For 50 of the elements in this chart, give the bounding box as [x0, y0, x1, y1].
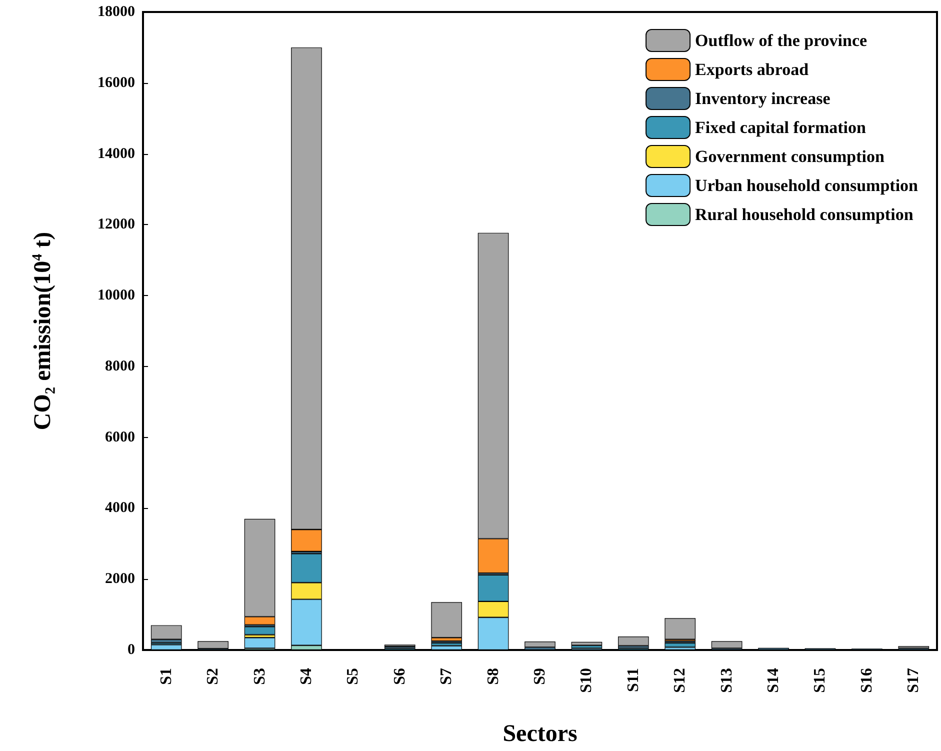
legend-label: Urban household consumption	[695, 176, 919, 195]
x-tick-label: S11	[624, 668, 642, 692]
x-tick-label: S5	[344, 668, 362, 685]
x-tick-label: S4	[298, 668, 315, 685]
legend-label: Inventory increase	[695, 89, 831, 108]
x-tick-label: S17	[905, 668, 922, 693]
y-tick-label: 12000	[98, 216, 135, 233]
y-tick-label: 8000	[105, 358, 135, 374]
legend-label: Government consumption	[695, 147, 885, 166]
y-tick-label: 6000	[105, 429, 135, 446]
y-tick-label: 0	[128, 642, 135, 658]
x-tick-label: S9	[532, 668, 548, 685]
bar	[664, 618, 696, 640]
bar	[711, 641, 742, 648]
x-tick-label: S15	[812, 668, 829, 693]
y-tick-label: 14000	[98, 146, 135, 162]
x-tick-label: S8	[484, 668, 502, 685]
x-tick-label: S2	[204, 668, 222, 685]
bar	[244, 638, 276, 648]
bar	[664, 647, 696, 650]
y-tick-label: 4000	[105, 500, 135, 516]
y-axis-title: CO₂ emission(104 t)	[30, 232, 56, 430]
x-tick-label: S10	[578, 668, 596, 693]
bar	[618, 636, 649, 646]
y-tick-label: 16000	[98, 74, 135, 91]
x-tick-label: S13	[718, 668, 736, 693]
y-tick-label: 10000	[98, 288, 135, 304]
bar	[431, 602, 462, 638]
x-tick-label: S7	[438, 668, 456, 685]
legend-label: Exports abroad	[695, 60, 810, 79]
x-tick-label: S1	[158, 668, 175, 685]
y-tick-label: 18000	[98, 4, 135, 20]
legend-label: Outflow of the province	[695, 31, 868, 50]
bar	[150, 625, 182, 640]
bar	[431, 646, 462, 650]
bar	[571, 645, 602, 648]
bar	[524, 641, 556, 648]
x-axis-title: Sectors	[502, 721, 578, 747]
y-tick-label: 2000	[105, 571, 135, 588]
legend-label: Rural household consumption	[695, 205, 914, 224]
bar	[431, 642, 462, 646]
bar	[571, 642, 602, 646]
x-tick-label: S16	[858, 668, 876, 693]
x-tick-label: S3	[251, 668, 268, 685]
bar	[664, 642, 696, 648]
x-tick-label: S6	[391, 668, 408, 685]
x-tick-label: S12	[672, 668, 689, 693]
x-tick-label: S14	[765, 668, 782, 693]
bar	[198, 641, 228, 649]
legend-label: Fixed capital formation	[695, 118, 867, 137]
